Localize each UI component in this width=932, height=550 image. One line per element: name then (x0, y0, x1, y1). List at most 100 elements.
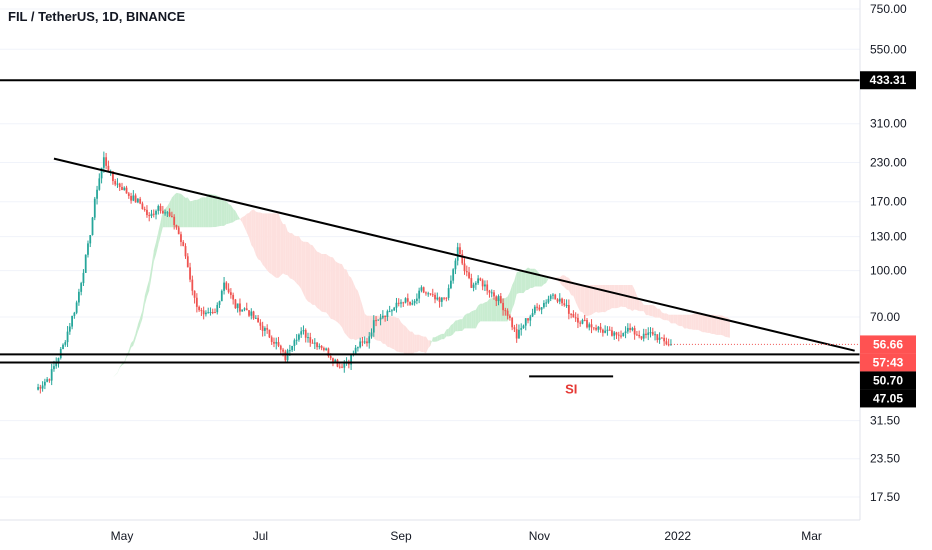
cloud-segment (265, 213, 267, 270)
cloud-segment (666, 313, 668, 320)
y-tick-label: 31.50 (870, 414, 900, 428)
y-tick-label: 230.00 (870, 155, 907, 169)
cloud-segment (254, 209, 256, 255)
cloud-segment (678, 315, 680, 326)
candle-body (178, 227, 180, 234)
cloud-segment (394, 316, 396, 351)
cloud-segment (217, 196, 219, 227)
cloud-segment (349, 276, 351, 340)
candle-body (210, 312, 212, 313)
candle-body (153, 214, 155, 215)
candle-body (341, 367, 343, 368)
candle-body (293, 340, 295, 346)
candle-body (634, 328, 636, 334)
candle-body (180, 234, 182, 242)
cloud-segment (115, 373, 117, 376)
candle-body (393, 308, 395, 311)
cloud-segment (651, 305, 653, 316)
candle-body (661, 338, 663, 339)
y-tick-label: 17.50 (870, 490, 900, 504)
cloud-segment (519, 271, 521, 293)
candle-body (631, 328, 633, 330)
candle-body (477, 278, 479, 283)
candle-body (148, 215, 150, 216)
candle-body (194, 291, 196, 298)
cloud-segment (344, 269, 346, 335)
y-tick-label: 170.00 (870, 195, 907, 209)
cloud-segment (274, 213, 276, 278)
cloud-segment (703, 315, 705, 332)
candle-body (278, 342, 280, 346)
candle-body (514, 327, 516, 329)
candle-body (421, 287, 423, 290)
candle-body (552, 295, 554, 296)
cloud-segment (698, 314, 700, 331)
cloud-segment (521, 271, 523, 293)
candle-body (121, 187, 123, 190)
candle-body (355, 348, 357, 354)
candle-body (656, 334, 658, 340)
candle-body (389, 311, 391, 312)
drawings (0, 80, 860, 376)
candle-body (425, 292, 427, 293)
cloud-segment (449, 325, 451, 336)
cloud-segment (154, 242, 156, 262)
candle-body (364, 341, 366, 342)
cloud-segment (458, 319, 460, 331)
cloud-segment (517, 271, 519, 294)
candle-body (103, 157, 105, 168)
candle-body (423, 287, 425, 292)
cloud-segment (313, 245, 315, 305)
candle-body (255, 318, 257, 319)
cloud-segment (639, 300, 641, 311)
cloud-segment (694, 314, 696, 330)
candle-body (142, 204, 144, 210)
candle-body (282, 350, 284, 352)
candle-body (73, 313, 75, 316)
candle-body (479, 278, 481, 280)
candle-body (638, 335, 640, 336)
candle-body (491, 292, 493, 293)
cloud-segment (113, 375, 115, 377)
candle-body (427, 293, 429, 294)
cloud-segment (576, 285, 578, 307)
candle-body (436, 298, 438, 300)
cloud-segment (149, 266, 151, 290)
cloud-segment (263, 213, 265, 267)
cloud-segment (301, 240, 303, 294)
descending-trendline[interactable] (54, 159, 855, 351)
time-axis[interactable]: May Jul Sep Nov 2022 Mar (111, 529, 822, 543)
candle-body (76, 302, 78, 312)
candle-body (157, 206, 159, 211)
cloud-segment (133, 333, 135, 346)
candle-body (160, 206, 162, 211)
cloud-segment (664, 313, 666, 320)
candle-body (51, 369, 53, 380)
cloud-segment (580, 285, 582, 312)
candle-body (665, 341, 667, 344)
candle-body (316, 343, 318, 347)
candle-body (455, 261, 457, 270)
cloud-segment (208, 194, 210, 227)
cloud-segment (680, 315, 682, 326)
candle-body (543, 303, 545, 307)
candle-body (504, 310, 506, 311)
cloud-segment (272, 213, 274, 276)
candle-body (37, 387, 39, 390)
candle-body (407, 298, 409, 301)
candle-body (627, 328, 629, 332)
y-tick-label: 70.00 (870, 310, 900, 324)
candle-body (42, 385, 44, 388)
cloud-segment (483, 302, 485, 321)
cloud-segment (646, 305, 648, 315)
candle-body (162, 211, 164, 213)
candle-body (532, 313, 534, 316)
candle-body (200, 310, 202, 311)
cloud-segment (324, 254, 326, 312)
candle-body (618, 335, 620, 336)
candle-body (85, 255, 87, 273)
cloud-segment (151, 251, 153, 277)
cloud-segment (297, 236, 299, 285)
candle-body (169, 212, 171, 216)
